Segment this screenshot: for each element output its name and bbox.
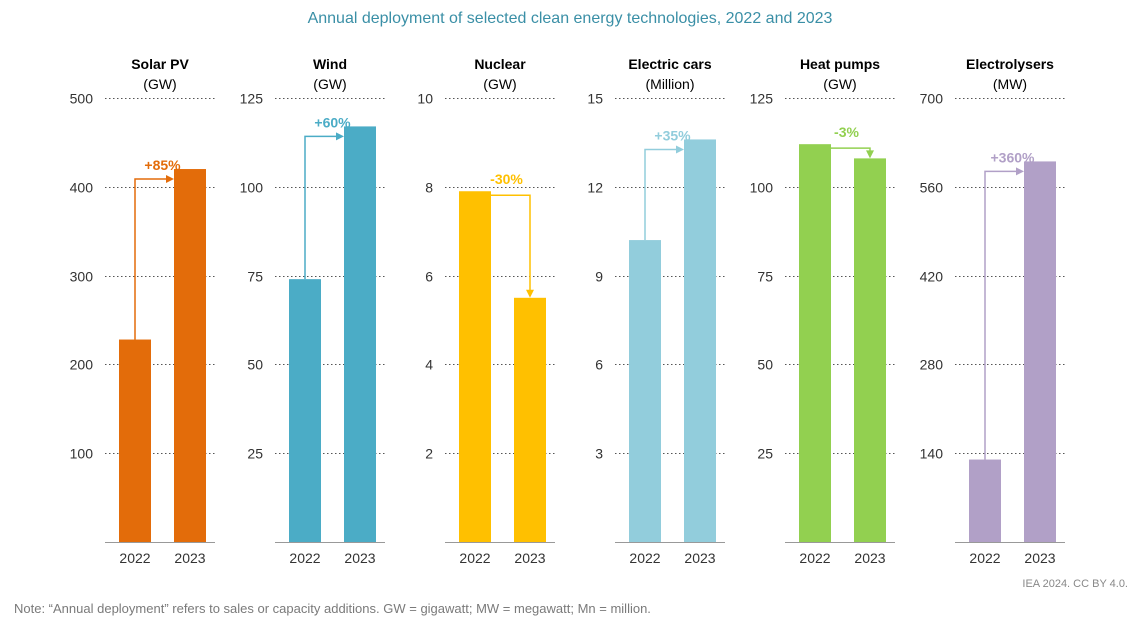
panel-3-unit: (GW)	[483, 76, 516, 92]
panel-3-change-label: -30%	[490, 171, 523, 187]
panel-4-bar-2023	[684, 139, 716, 542]
panel-6-tick-label: 280	[920, 357, 944, 373]
panel-4-category-label: 2022	[629, 550, 660, 566]
panel-4-tick-label: 6	[595, 357, 603, 373]
panel-4-unit: (Million)	[646, 76, 695, 92]
panel-3-arrowhead	[526, 289, 534, 298]
note-text: Note: “Annual deployment” refers to sale…	[14, 601, 651, 616]
panel-4-title: Electric cars	[628, 56, 711, 72]
panel-6-tick-label: 140	[920, 446, 944, 462]
panel-6-bar-2023	[1024, 161, 1056, 542]
panel-3-change-arrow	[491, 194, 531, 296]
panel-6-title: Electrolysers	[966, 56, 1054, 72]
panel-4-change-arrow	[644, 148, 682, 241]
panel-3-tick-label: 8	[425, 180, 433, 196]
panel-1-tick-label: 300	[70, 269, 94, 285]
panel-1-category-label: 2023	[174, 550, 205, 566]
panel-4-change-label: +35%	[654, 127, 691, 143]
panel-3-category-label: 2023	[514, 550, 545, 566]
panel-1-tick-label: 500	[70, 91, 94, 107]
panel-5-bar-2022	[799, 144, 831, 542]
panel-1-change-label: +85%	[144, 157, 181, 173]
panel-4-tick-label: 9	[595, 269, 603, 285]
panel-5-tick-label: 100	[750, 180, 774, 196]
panel-6-change-arrow	[984, 170, 1022, 460]
panel-6-bar-2022	[969, 459, 1001, 542]
panel-1-bar-2023	[174, 169, 206, 543]
panel-5-tick-label: 50	[757, 357, 773, 373]
panel-3-bar-2022	[459, 191, 491, 543]
panel-2-title: Wind	[313, 56, 347, 72]
panel-6-category-label: 2022	[969, 550, 1000, 566]
panel-5-tick-label: 25	[757, 446, 773, 462]
panel-2-tick-label: 75	[247, 269, 263, 285]
panel-6-tick-label: 700	[920, 91, 944, 107]
panel-5-tick-label: 75	[757, 269, 773, 285]
panel-5-category-label: 2022	[799, 550, 830, 566]
panel-2-category-label: 2022	[289, 550, 320, 566]
panel-6-change-label: +360%	[991, 149, 1036, 165]
panel-2-category-label: 2023	[344, 550, 375, 566]
panel-5-bar-2023	[854, 158, 886, 542]
panel-3-bar-2023	[514, 297, 546, 542]
panel-2-tick-label: 25	[247, 446, 263, 462]
panel-3-title: Nuclear	[474, 56, 526, 72]
panel-3-tick-label: 6	[425, 269, 433, 285]
panel-6-tick-label: 560	[920, 180, 944, 196]
panel-1-tick-label: 400	[70, 180, 94, 196]
panel-2-change-arrow	[304, 135, 342, 280]
panel-5-tick-label: 125	[750, 91, 774, 107]
panel-2-unit: (GW)	[313, 76, 346, 92]
panel-3-tick-label: 2	[425, 446, 433, 462]
credit-text: IEA 2024. CC BY 4.0.	[1022, 578, 1128, 590]
panel-5-title: Heat pumps	[800, 56, 880, 72]
panel-1-unit: (GW)	[143, 76, 176, 92]
panel-5-arrowhead	[866, 150, 874, 159]
panel-1-change-arrow	[134, 178, 172, 340]
panel-3-tick-label: 10	[417, 91, 433, 107]
panel-5-change-label: -3%	[834, 124, 859, 140]
panel-4-bar-2022	[629, 240, 661, 542]
panel-4-category-label: 2023	[684, 550, 715, 566]
panel-3-category-label: 2022	[459, 550, 490, 566]
panel-6-arrowhead	[1016, 167, 1024, 176]
panel-2-tick-label: 125	[240, 91, 264, 107]
panel-2-arrowhead	[336, 132, 344, 141]
panel-1-arrowhead	[166, 175, 174, 184]
panel-5-change-arrow	[831, 147, 871, 157]
panel-4-tick-label: 12	[587, 180, 603, 196]
panel-2-bar-2023	[344, 126, 376, 542]
panel-6-unit: (MW)	[993, 76, 1027, 92]
panel-1-title: Solar PV	[131, 56, 189, 72]
panel-3-tick-label: 4	[425, 357, 433, 373]
panel-2-bar-2022	[289, 279, 321, 542]
panel-5-unit: (GW)	[823, 76, 856, 92]
panel-1-bar-2022	[119, 339, 151, 542]
panel-2-change-label: +60%	[314, 114, 351, 130]
panel-1-tick-label: 100	[70, 446, 94, 462]
panel-4-tick-label: 3	[595, 446, 603, 462]
panel-1-tick-label: 200	[70, 357, 94, 373]
panel-6-tick-label: 420	[920, 269, 944, 285]
panel-1-category-label: 2022	[119, 550, 150, 566]
panel-4-arrowhead	[676, 145, 684, 154]
panel-4-tick-label: 15	[587, 91, 603, 107]
panel-6-category-label: 2023	[1024, 550, 1055, 566]
panel-2-tick-label: 50	[247, 357, 263, 373]
panel-2-tick-label: 100	[240, 180, 264, 196]
panel-5-category-label: 2023	[854, 550, 885, 566]
chart-title: Annual deployment of selected clean ener…	[307, 10, 833, 27]
